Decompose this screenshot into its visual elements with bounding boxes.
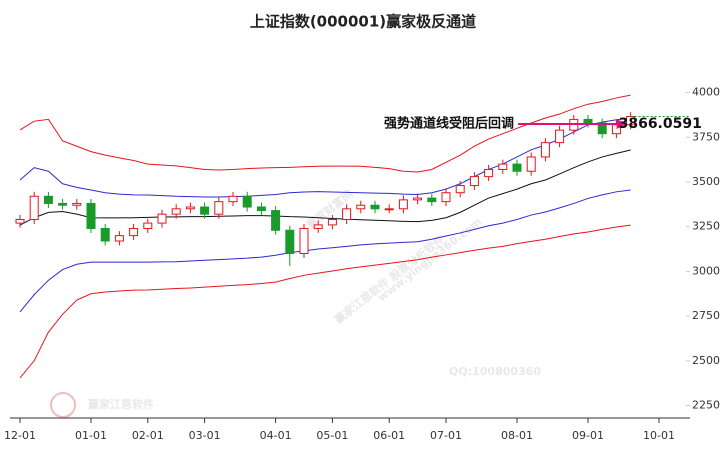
y-tick-label: 2750 <box>692 309 720 322</box>
candle-body <box>242 195 252 208</box>
candle-body <box>313 224 323 229</box>
candle-body <box>526 156 536 172</box>
candle-body <box>484 168 494 178</box>
candle-body <box>285 229 295 255</box>
candle-body <box>200 206 210 215</box>
x-tick-label: 09-01 <box>572 429 604 442</box>
candle-body <box>43 195 53 204</box>
candle-body <box>413 197 423 201</box>
watermark: 赢家江恩软件 <box>88 397 154 411</box>
x-tick-label: 07-01 <box>430 429 462 442</box>
y-tick-label: 2250 <box>692 398 720 411</box>
annotation-arrowhead <box>616 119 627 129</box>
candle-body <box>498 163 508 170</box>
y-tick-label: 3750 <box>692 130 720 143</box>
channel-line <box>19 224 631 379</box>
candle-body <box>512 163 522 172</box>
candle-body <box>455 185 465 194</box>
candle-body <box>540 142 550 158</box>
watermark: www.yingjia360.com <box>375 215 484 304</box>
chart-title: 上证指数(000001)赢家极反通道 <box>250 13 476 31</box>
candle-body <box>15 219 25 224</box>
channel-line <box>19 94 631 173</box>
candle-body <box>157 213 167 224</box>
candle-body <box>58 202 68 206</box>
candle-body <box>114 235 124 242</box>
channel-line <box>19 117 631 198</box>
last-price-label: 3866.0591 <box>619 116 702 132</box>
candle-body <box>441 192 451 203</box>
x-tick-label: 08-01 <box>501 429 533 442</box>
candle-body <box>327 219 337 226</box>
channel-line <box>19 189 631 313</box>
candle-body <box>555 129 565 144</box>
x-tick-label: 02-01 <box>132 429 164 442</box>
x-tick-label: 04-01 <box>260 429 292 442</box>
channel-line <box>19 149 631 226</box>
candle-body <box>299 227 309 255</box>
candle-body <box>129 227 139 237</box>
candle-body <box>427 197 437 203</box>
candle-body <box>370 204 380 210</box>
candle-body <box>469 176 479 187</box>
y-tick-label: 3250 <box>692 220 720 233</box>
candle-body <box>171 208 181 215</box>
candle-body <box>583 118 593 124</box>
y-tick-label: 4000 <box>692 86 720 99</box>
x-tick-label: 05-01 <box>316 429 348 442</box>
annotation: 强势通道线受阻后回调 <box>384 116 514 132</box>
candle-body <box>72 202 82 206</box>
watermark: QQ:100800360 <box>449 365 541 378</box>
candle-body <box>342 208 352 221</box>
logo <box>50 392 76 418</box>
candle-body <box>143 222 153 229</box>
y-tick-label: 3000 <box>692 264 720 277</box>
x-tick-label: 03-01 <box>189 429 221 442</box>
x-tick-label: 10-01 <box>643 429 675 442</box>
y-tick-label: 3500 <box>692 175 720 188</box>
candle-body <box>356 204 366 210</box>
candle-body <box>29 195 39 221</box>
candle-body <box>86 202 96 229</box>
candle-body <box>228 195 238 203</box>
candle-body <box>100 227 110 242</box>
y-tick-label: 2500 <box>692 354 720 367</box>
x-tick-label: 06-01 <box>373 429 405 442</box>
candle-body <box>256 206 266 212</box>
x-tick-label: 01-01 <box>75 429 107 442</box>
x-tick-label: 12-01 <box>4 429 36 442</box>
candle-body <box>398 199 408 210</box>
candle-body <box>271 210 281 231</box>
candle-body <box>214 201 224 215</box>
candle-body <box>597 122 607 135</box>
candle-body <box>185 206 195 210</box>
candle-body <box>384 208 394 211</box>
